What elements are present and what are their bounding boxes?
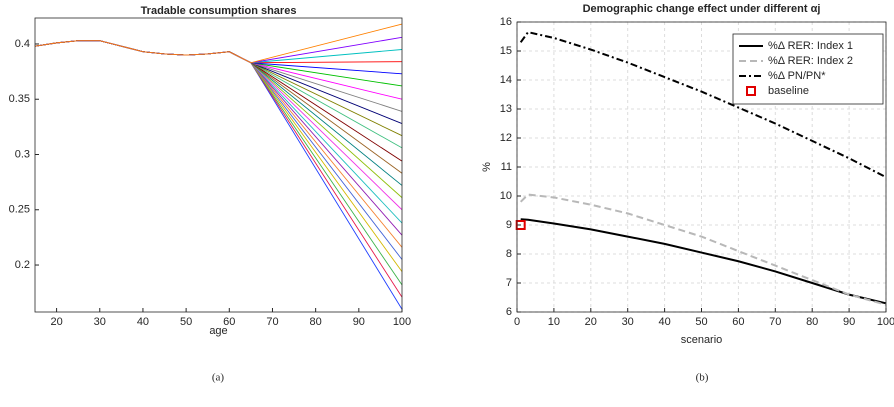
series-line [519,31,887,179]
chart-title: Tradable consumption shares [141,5,297,17]
axes-box [34,17,403,313]
x-tick-label: 90 [353,316,365,328]
x-tick-label: 100 [393,316,411,328]
x-tick-label: 30 [622,316,634,328]
x-tick-label: 50 [695,316,707,328]
y-tick-label: 13 [500,103,512,115]
y-tick-label: 14 [500,74,512,86]
caption: (a) [212,372,225,384]
y-tick-label: 9 [506,219,512,231]
y-tick-label: 0.3 [15,148,30,160]
legend-label: baseline [768,85,809,97]
x-tick-label: 0 [514,316,520,328]
chart-title: Demographic change effect under differen… [583,3,821,15]
y-tick-label: 16 [500,16,512,28]
y-axis-label: % [481,162,493,172]
x-tick-label: 10 [548,316,560,328]
y-tick-label: 0.25 [9,204,30,216]
y-tick-label: 0.4 [15,38,30,50]
y-tick-label: 15 [500,45,512,57]
x-tick-label: 90 [843,316,855,328]
x-axis-label: age [209,325,227,337]
legend-label: %Δ PN/PN* [768,70,826,82]
x-tick-label: 20 [585,316,597,328]
y-tick-label: 12 [500,132,512,144]
legend-swatch [746,86,756,96]
axes-box [516,21,887,313]
x-tick-label: 30 [94,316,106,328]
x-tick-label: 80 [806,316,818,328]
x-tick-label: 70 [266,316,278,328]
y-tick-label: 7 [506,277,512,289]
x-axis-label: scenario [681,334,723,346]
y-tick-label: 0.2 [15,259,30,271]
x-tick-label: 70 [769,316,781,328]
y-tick-label: 11 [501,161,512,173]
legend-label: %Δ RER: Index 1 [768,40,853,52]
series-line [519,193,887,306]
caption: (b) [696,372,709,384]
x-tick-label: 60 [223,316,235,328]
x-tick-label: 20 [50,316,62,328]
series-line [520,218,887,305]
legend-label: %Δ RER: Index 2 [768,55,853,67]
y-tick-label: 8 [506,248,512,260]
x-tick-label: 100 [877,316,894,328]
x-tick-label: 50 [180,316,192,328]
x-tick-label: 40 [658,316,670,328]
y-tick-label: 0.35 [9,93,30,105]
x-tick-label: 80 [310,316,322,328]
series-line [34,23,403,64]
y-tick-label: 6 [506,306,512,318]
x-tick-label: 60 [732,316,744,328]
x-tick-label: 40 [137,316,149,328]
y-tick-label: 10 [500,190,512,202]
